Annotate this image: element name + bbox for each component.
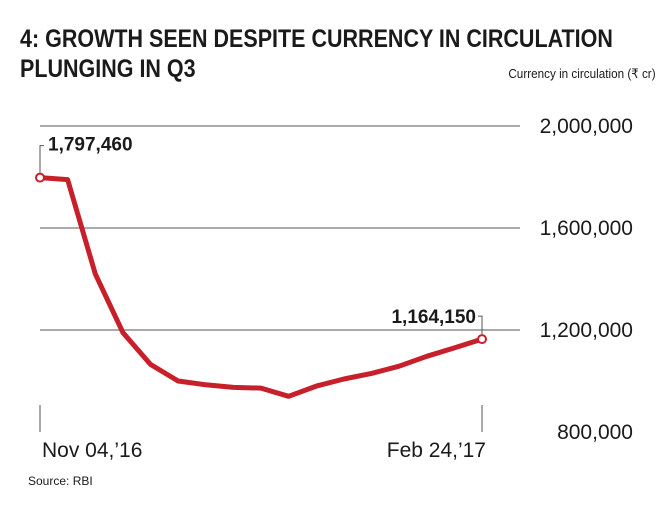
data-point-marker-1: [477, 334, 487, 345]
data-label-1: 1,164,150: [391, 307, 476, 328]
leader-line-0: [39, 145, 44, 173]
series-line: [37, 175, 485, 399]
leader-line-1: [478, 315, 483, 335]
source-note: Source: RBI: [28, 474, 93, 488]
y-tick-label-3: 2,000,000: [540, 115, 633, 138]
chart-title-line-2: PLUNGING IN Q3: [20, 55, 196, 83]
y-axis-label: Currency in circulation (₹ cr): [508, 66, 656, 81]
y-tick-label-2: 1,600,000: [540, 217, 633, 240]
x-tick-label-1: Feb 24,’17: [387, 439, 486, 462]
y-tick-label-0: 800,000: [557, 421, 633, 444]
data-point-marker-0: [35, 172, 45, 183]
y-tick-label-1: 1,200,000: [540, 319, 633, 342]
x-tick-label-0: Nov 04,’16: [42, 439, 142, 462]
data-label-0: 1,797,460: [48, 135, 133, 156]
chart-title-line-1: 4: GROWTH SEEN DESPITE CURRENCY IN CIRCU…: [20, 25, 613, 53]
chart-title: 4: GROWTH SEEN DESPITE CURRENCY IN CIRCU…: [20, 24, 613, 84]
